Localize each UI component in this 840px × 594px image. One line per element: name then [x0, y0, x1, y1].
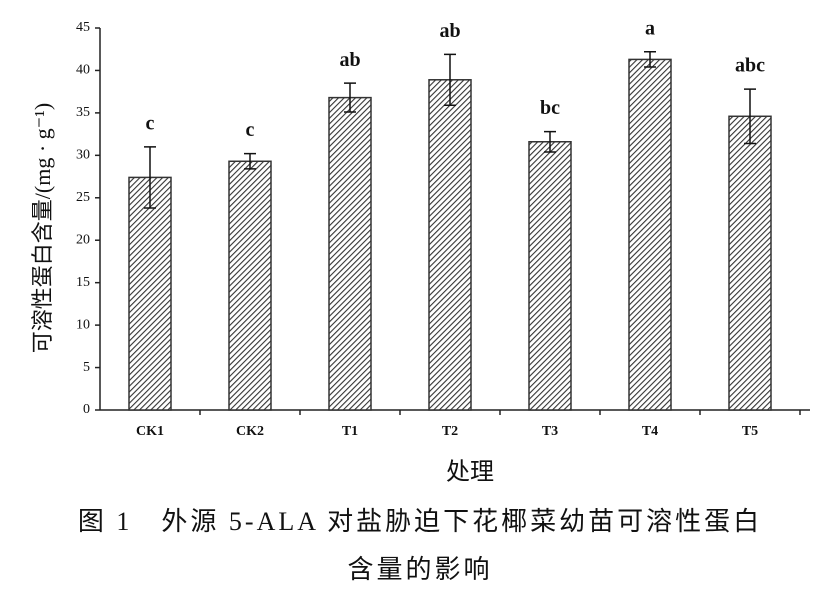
x-tick-label: T4 — [642, 424, 658, 439]
error-bar — [244, 152, 256, 170]
x-axis-label: 处理 — [446, 459, 494, 486]
bar — [728, 115, 772, 411]
bar — [228, 160, 272, 411]
y-tick-label: 20 — [76, 232, 90, 247]
bar — [628, 58, 672, 411]
y-tick-label: 30 — [76, 148, 90, 163]
significance-label: c — [246, 119, 255, 141]
x-tick-label: T1 — [342, 424, 358, 439]
y-tick-label: 0 — [83, 402, 90, 417]
y-tick-label: 5 — [83, 360, 90, 375]
caption-line: 含量的影响 — [347, 555, 492, 584]
caption-line: 图 1 外源 5-ALA 对盐胁迫下花椰菜幼苗可溶性蛋白 — [78, 507, 762, 536]
significance-label: c — [146, 112, 155, 134]
y-tick-label: 45 — [76, 20, 90, 35]
x-tick-label: T3 — [542, 424, 558, 439]
error-bar — [544, 130, 556, 153]
x-tick-label: CK1 — [136, 424, 164, 439]
significance-label: abc — [735, 55, 765, 77]
y-tick-label: 10 — [76, 317, 90, 332]
error-bar — [344, 82, 356, 113]
significance-label: ab — [439, 20, 460, 42]
bar — [328, 96, 372, 411]
x-tick-label: T2 — [442, 424, 458, 439]
x-tick-label: T5 — [742, 424, 758, 439]
y-tick-label: 35 — [76, 105, 90, 120]
significance-label: a — [645, 17, 655, 39]
bar — [528, 141, 572, 411]
error-bar — [744, 88, 756, 145]
error-bar — [144, 146, 156, 209]
significance-label: bc — [540, 97, 560, 119]
bar — [128, 176, 172, 411]
error-bar — [444, 53, 456, 106]
y-tick-label: 15 — [76, 275, 90, 290]
y-tick-label: 25 — [76, 190, 90, 205]
significance-label: ab — [339, 49, 360, 71]
bar — [428, 79, 472, 411]
error-bar — [644, 51, 656, 68]
y-axis-label: 可溶性蛋白含量/(mg · g⁻¹) — [30, 103, 55, 353]
y-tick-label: 40 — [76, 63, 90, 78]
x-tick-label: CK2 — [236, 424, 264, 439]
